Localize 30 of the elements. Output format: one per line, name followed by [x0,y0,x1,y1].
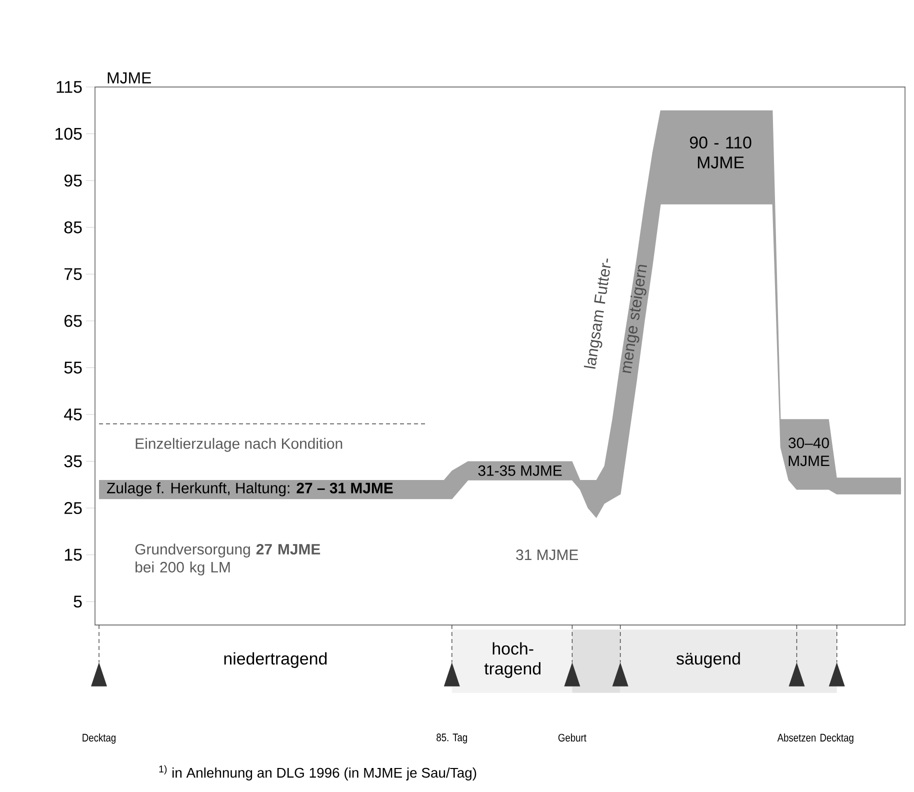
y-tick-label: 55 [64,362,82,374]
annotation: 31-35 MJME [478,465,562,476]
x-tick-label: Decktag [820,734,854,744]
text: $^{1)}$ in Anlehnung an DLG 1996 (in MJME je Sau/Tag) [159,765,476,780]
x-tick-label: Decktag [82,734,116,744]
x-tick-label: Geburt [558,734,586,742]
text: niedertragend [224,652,327,668]
annotation: langsam Futter-menge steigern [584,258,647,374]
annotation: Zulage f. Herkunft, Haltung: 27 – 31 MJME [107,482,393,496]
y-tick-label: 75 [64,268,82,280]
text: säugend [676,652,740,668]
text: Grundversorgung 27 MJME bei 200 kg LM [135,544,320,576]
y-tick-label: 45 [64,408,82,420]
y-tick-label: 15 [64,548,82,561]
text: hoch-tragend [484,642,540,678]
annotation: 30–40 MJME [788,438,830,466]
y-tick-label: 35 [64,455,82,468]
annotation: 90 - 110 MJME [690,136,752,168]
y-tick-label: 85 [64,221,82,234]
annotation: 31 MJME [516,550,578,560]
y-tick-label: 95 [64,174,82,187]
y-tick-label: 65 [64,314,82,327]
y-tick-label: 105 [56,128,82,140]
y-tick-label: 25 [64,502,82,514]
x-tick-label: Absetzen [777,734,816,742]
y-axis-title: MJME [108,72,151,84]
y-tick-label: 115 [56,81,82,93]
annotation: Einzeltierzulage nach Kondition [136,438,342,452]
x-tick-label: 85. Tag [436,734,467,744]
y-tick-label: 5 [74,596,82,608]
